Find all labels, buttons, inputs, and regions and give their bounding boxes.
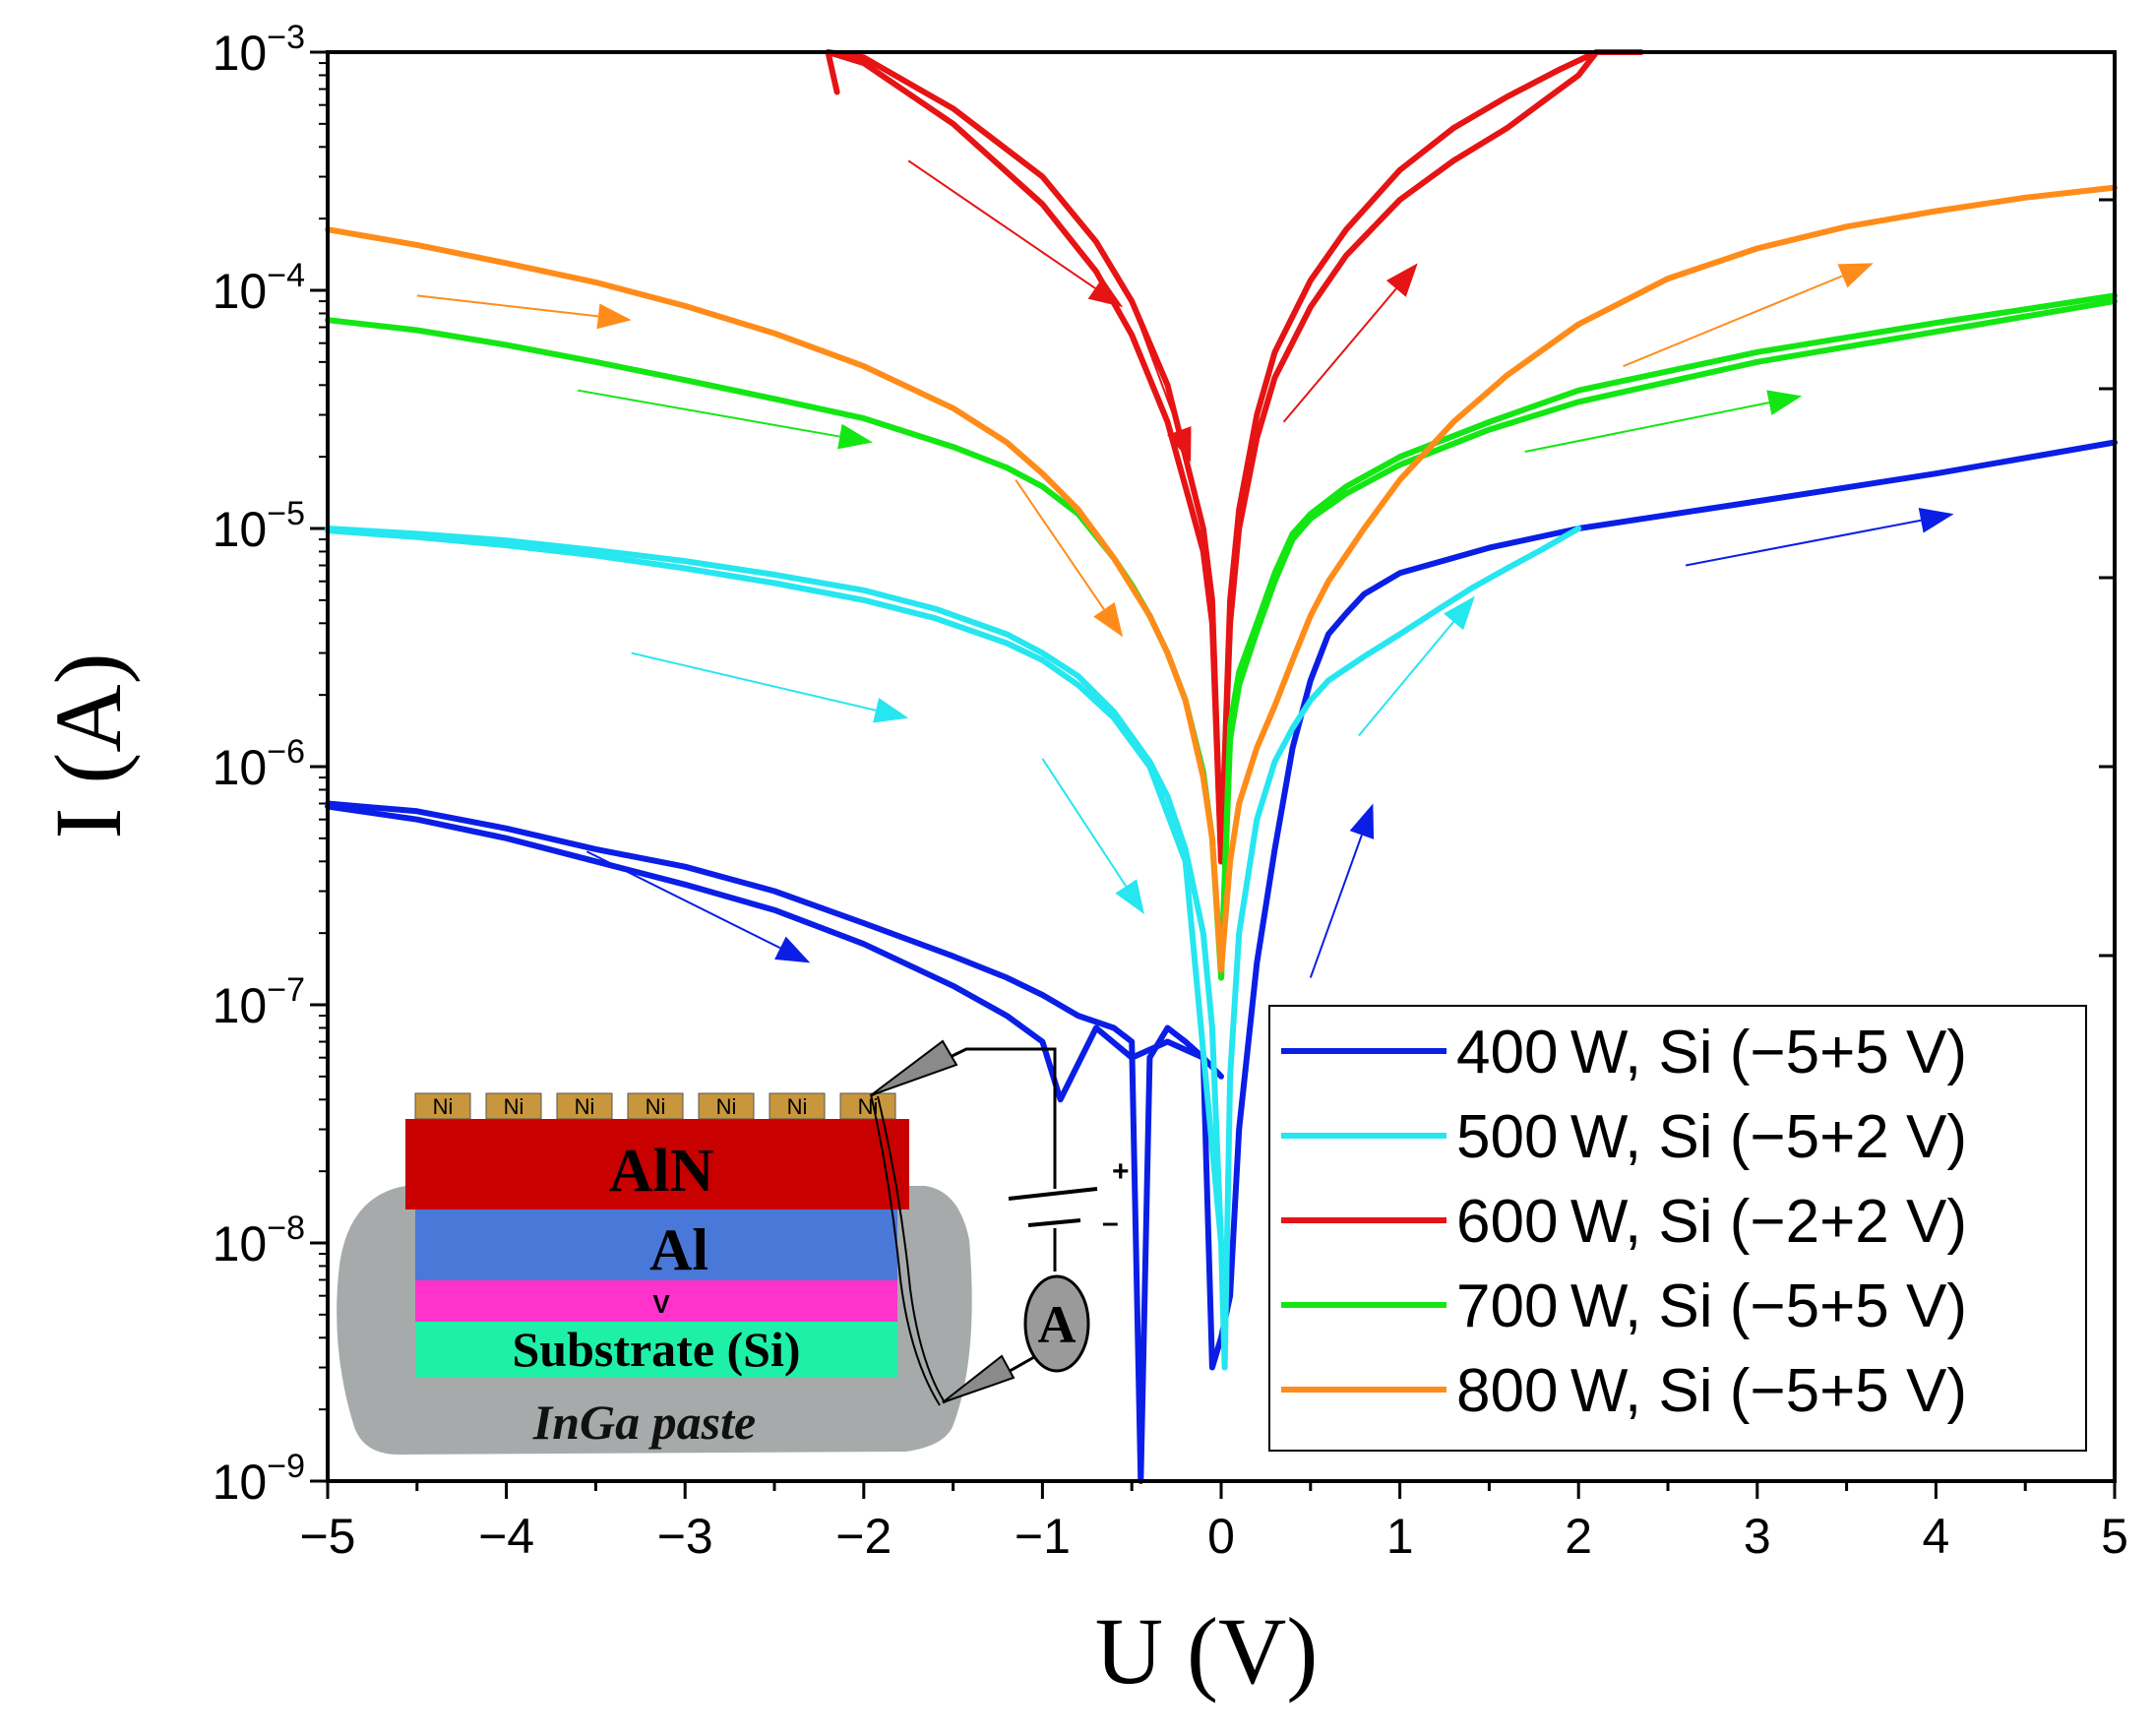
battery-plus-label: + xyxy=(1112,1155,1130,1188)
x-tick-label: −2 xyxy=(835,1509,892,1564)
ni-electrode xyxy=(485,1092,542,1120)
legend-label: 600 W, Si (−2+2 V) xyxy=(1456,1188,1967,1256)
legend-box xyxy=(1268,1005,2087,1452)
direction-arrow xyxy=(907,159,1124,308)
series-line-1-branch-0 xyxy=(325,526,1228,1371)
direction-arrow xyxy=(1139,327,1192,463)
direction-arrow xyxy=(1282,263,1418,423)
probe-wire-2 xyxy=(877,1095,946,1403)
ni-electrode xyxy=(414,1092,471,1120)
probe-wire xyxy=(870,1093,941,1406)
ni-electrode-label: Ni xyxy=(433,1094,454,1119)
direction-arrow xyxy=(1015,479,1124,638)
x-tick-label: −1 xyxy=(1015,1509,1071,1564)
x-tick-label: −3 xyxy=(657,1509,713,1564)
battery-plate-long xyxy=(1008,1187,1098,1201)
legend: 400 W, Si (−5+5 V) 500 W, Si (−5+2 V) 600 … xyxy=(1268,1005,2087,1452)
direction-arrow xyxy=(1309,803,1375,978)
direction-arrow xyxy=(585,850,811,963)
series-line-1-branch-1 xyxy=(325,527,1224,1246)
battery-minus-label: – xyxy=(1102,1207,1119,1239)
ni-electrode-label: Ni xyxy=(646,1094,666,1119)
layer-substrate-label: Substrate (Si) xyxy=(512,1322,800,1377)
direction-arrow xyxy=(1524,390,1803,454)
ni-electrode xyxy=(769,1092,826,1120)
y-tick-label: 10−9 xyxy=(213,1448,305,1510)
y-tick-label: 10−4 xyxy=(213,257,305,319)
inga-paste-blob xyxy=(337,1186,972,1455)
legend-label: 400 W, Si (−5+5 V) xyxy=(1456,1019,1967,1086)
series-line-4-branch-0 xyxy=(325,226,1224,973)
series-layer xyxy=(325,49,2118,1484)
direction-arrow xyxy=(1358,595,1475,737)
layer-substrate xyxy=(415,1322,897,1378)
series-line-2-branch-3 xyxy=(1218,49,1600,865)
ni-electrode xyxy=(839,1092,896,1120)
series-line-3-branch-1 xyxy=(1218,292,2118,981)
x-tick-label: −4 xyxy=(478,1509,534,1564)
ni-electrode-label: Ni xyxy=(504,1094,524,1119)
layer-v-label: V xyxy=(652,1289,670,1319)
x-axis-title: U (V) xyxy=(1095,1598,1319,1704)
y-axis-title: I (A) xyxy=(35,652,141,838)
legend-label: 500 W, Si (−5+2 V) xyxy=(1456,1103,1967,1171)
layer-aln-label: AlN xyxy=(609,1138,714,1205)
direction-arrow xyxy=(1685,507,1954,567)
ni-electrodes: Ni Ni Ni Ni Ni Ni Ni xyxy=(414,1092,896,1120)
y-tick-label: 10−3 xyxy=(213,19,305,81)
series-line-3-branch-2 xyxy=(1218,298,2118,981)
ni-electrode xyxy=(627,1092,684,1120)
probe-tip-top xyxy=(870,1039,958,1096)
x-tick-label: 0 xyxy=(1207,1509,1235,1564)
series-line-0-branch-1 xyxy=(325,803,1224,1103)
x-tick-label: 3 xyxy=(1744,1509,1771,1564)
series-line-3-branch-0 xyxy=(325,317,1224,981)
ni-electrode-label: Ni xyxy=(716,1094,737,1119)
ammeter-label: A xyxy=(1038,1295,1077,1354)
x-tick-label: 5 xyxy=(2101,1509,2128,1564)
ni-electrode-label: Ni xyxy=(787,1094,808,1119)
layer-v xyxy=(415,1280,897,1322)
x-tick-label: 4 xyxy=(1922,1509,1949,1564)
y-tick-labels: 10−9 10−8 10−7 10−6 10−5 10−4 10−3 xyxy=(213,19,305,1510)
direction-arrow xyxy=(578,389,873,450)
direction-arrow xyxy=(416,294,632,330)
y-tick-label: 10−7 xyxy=(213,971,305,1033)
ammeter-icon xyxy=(1023,1274,1090,1373)
direction-arrow xyxy=(1041,758,1144,914)
y-tick-label: 10−6 xyxy=(213,733,305,795)
legend-label: 800 W, Si (−5+5 V) xyxy=(1456,1357,1967,1425)
y-tick-label: 10−8 xyxy=(213,1209,305,1271)
series-line-2-branch-1 xyxy=(825,49,1224,865)
x-tick-label: 2 xyxy=(1565,1509,1592,1564)
ni-electrode xyxy=(698,1092,755,1120)
x-tick-labels: −5 −4 −3 −2 −1 0 1 2 3 4 5 xyxy=(299,1509,2127,1564)
legend-label: 700 W, Si (−5+5 V) xyxy=(1456,1272,1967,1340)
inga-paste-label: InGa paste xyxy=(532,1395,756,1450)
layer-aln xyxy=(405,1119,909,1209)
x-tick-label: −5 xyxy=(299,1509,355,1564)
series-line-0-branch-2 xyxy=(1227,439,2118,1299)
layer-al-label: Al xyxy=(649,1217,708,1282)
series-line-2-branch-2 xyxy=(1218,49,1644,865)
probe-tip-bottom xyxy=(942,1354,1015,1403)
y-tick-label: 10−5 xyxy=(213,495,305,557)
direction-arrow xyxy=(1623,263,1874,368)
plot-frame xyxy=(326,50,2117,1483)
x-tick-label: 1 xyxy=(1386,1509,1414,1564)
series-line-4-branch-1 xyxy=(1218,184,2118,973)
device-schematic-inset: InGa paste AlN Al V Substrate (Si) Ni Ni N… xyxy=(337,1039,1130,1455)
series-line-2-branch-0 xyxy=(825,49,1224,865)
battery-plate-short xyxy=(1027,1218,1081,1227)
arrow-layer xyxy=(416,159,1954,978)
series-line-1-branch-2 xyxy=(1221,526,1582,1371)
ni-electrode-label: Ni xyxy=(575,1094,595,1119)
ni-electrode xyxy=(556,1092,613,1120)
direction-arrow xyxy=(631,651,909,723)
layer-al xyxy=(415,1209,897,1280)
